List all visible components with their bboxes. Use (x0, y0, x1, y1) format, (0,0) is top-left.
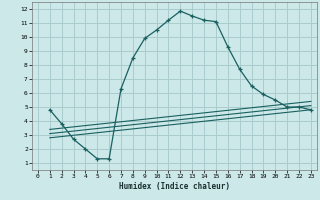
X-axis label: Humidex (Indice chaleur): Humidex (Indice chaleur) (119, 182, 230, 191)
